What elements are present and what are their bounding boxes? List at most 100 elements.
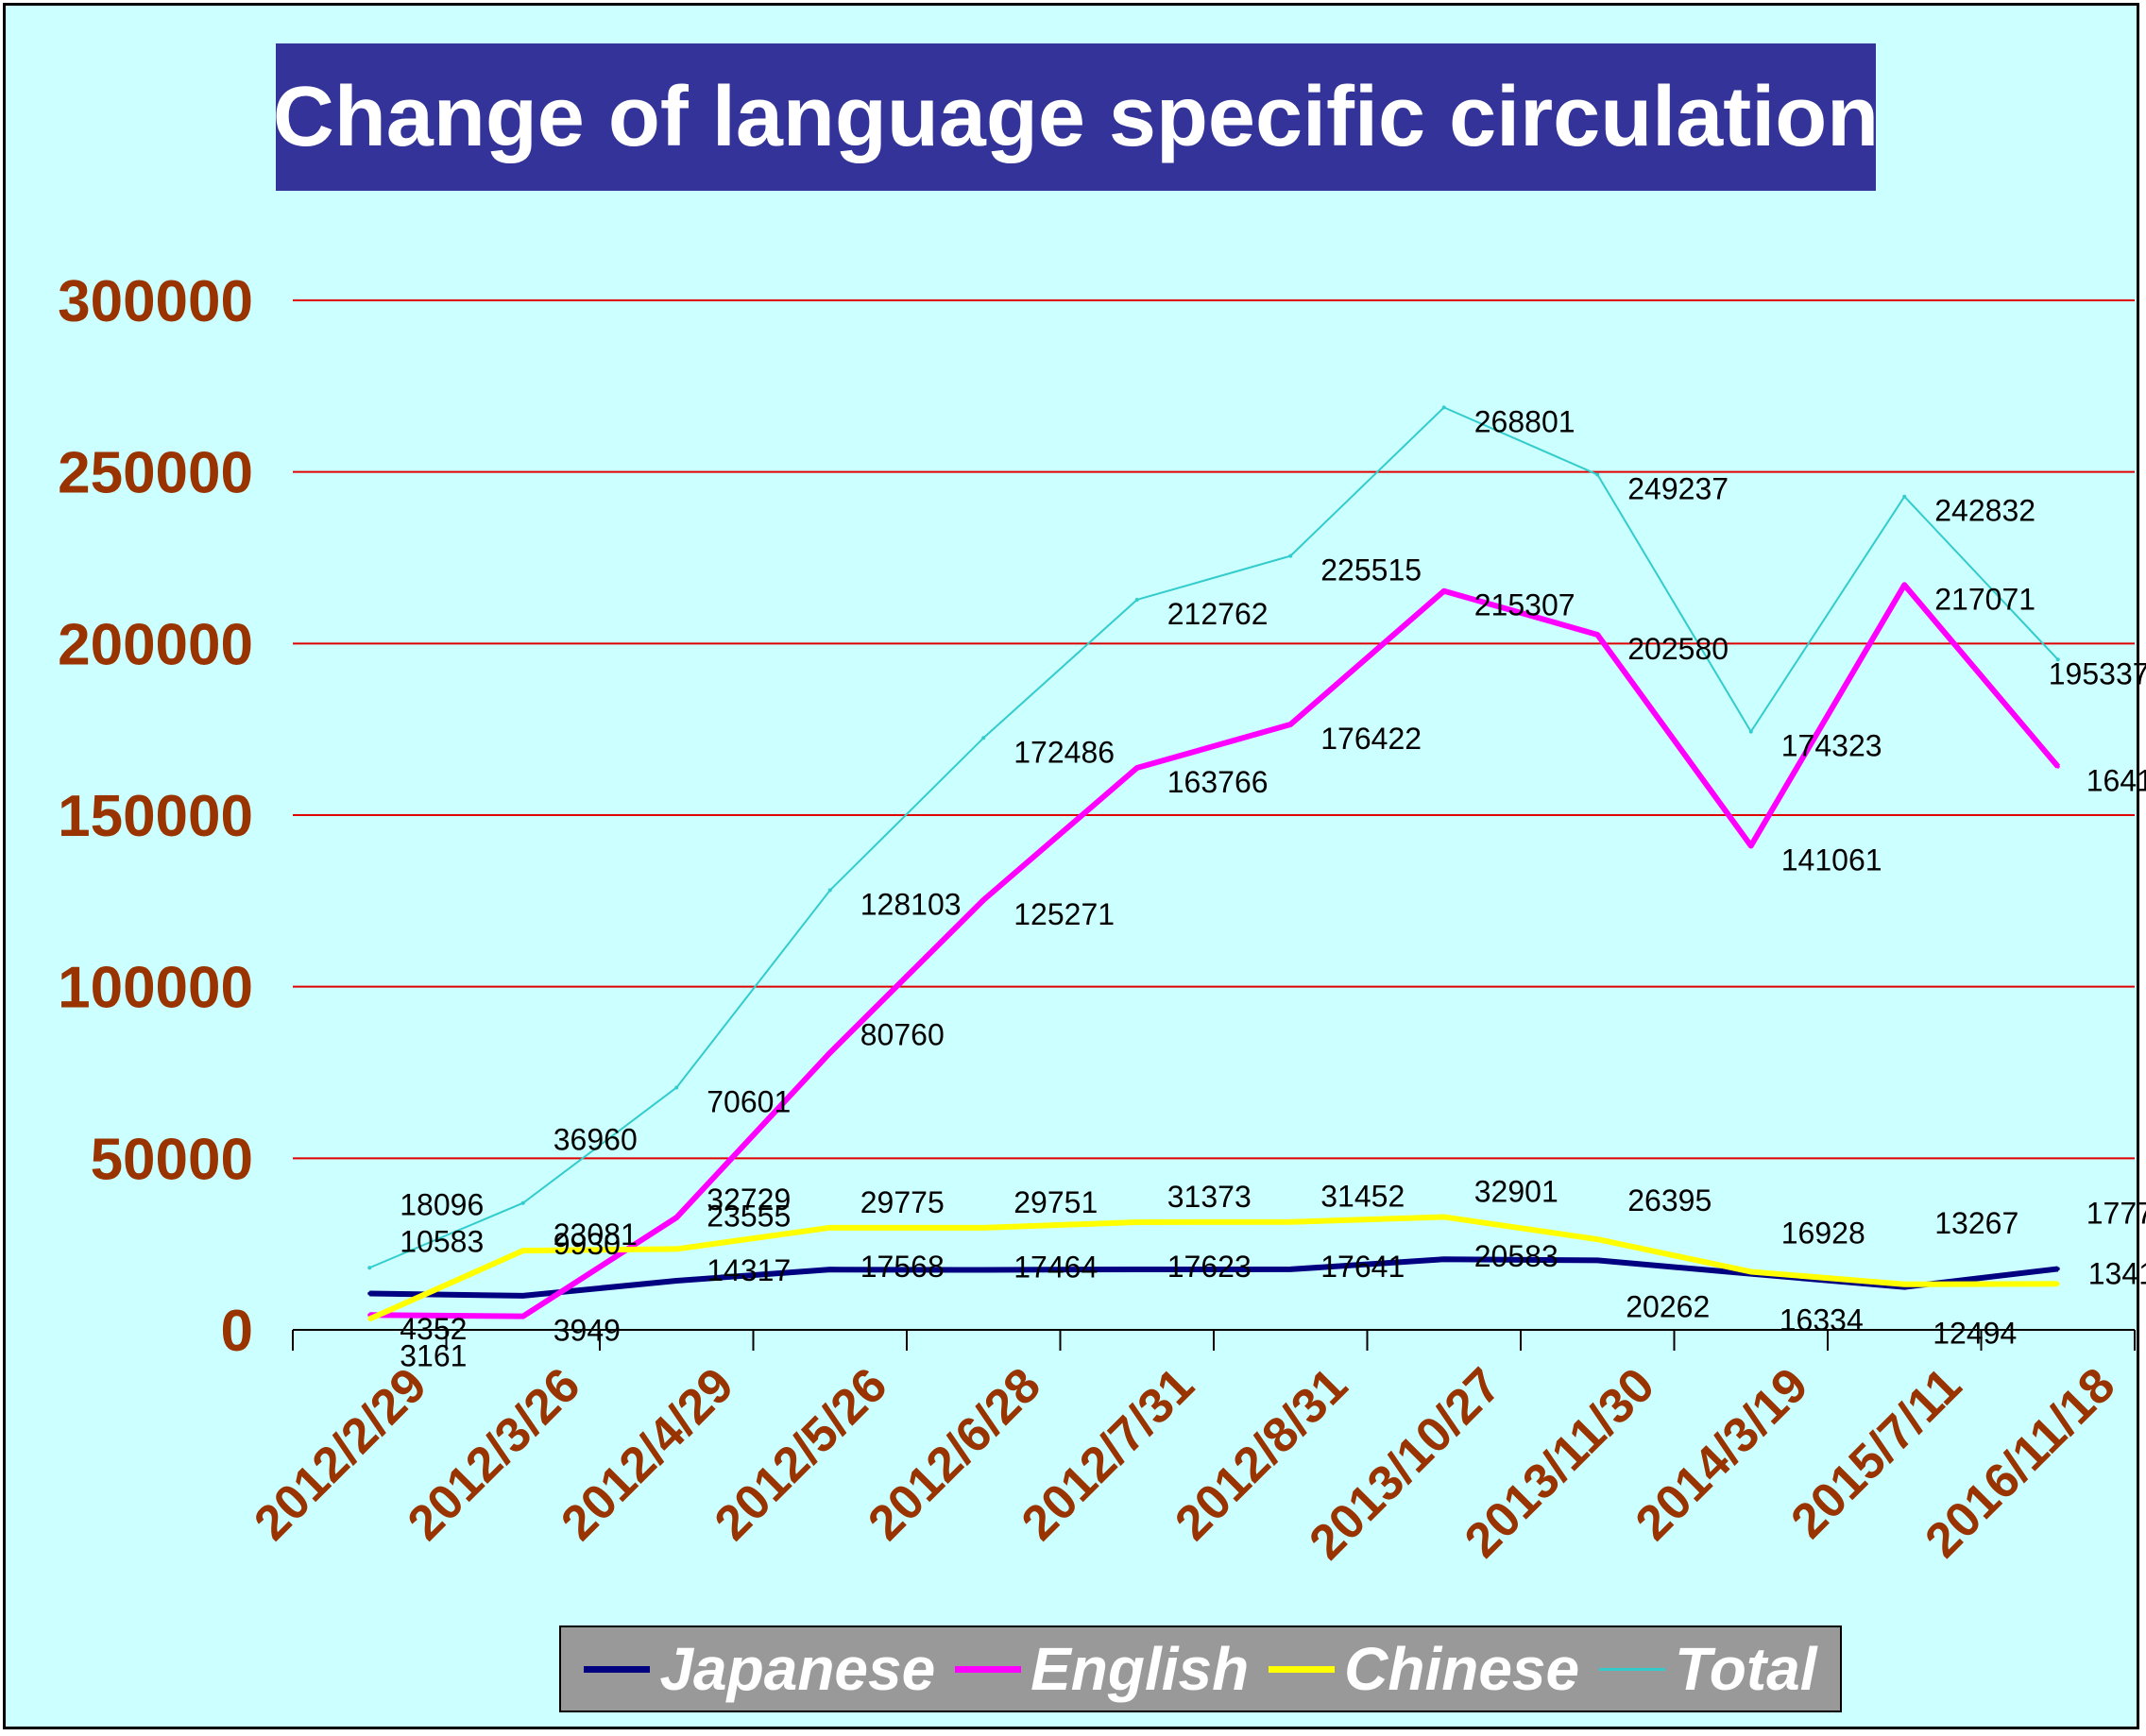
data-label-total: 212762 [1167,597,1269,631]
chart-frame [3,3,2139,1729]
data-label-english: 125271 [1013,897,1115,931]
data-point-japanese [520,1293,525,1298]
title-banner: Change of language specific circulation [273,43,1879,191]
y-tick-label: 200000 [58,612,253,677]
data-label-total: 128103 [860,888,962,922]
data-label-chinese: 23555 [707,1199,791,1233]
data-label-japanese: 9930 [554,1227,621,1261]
legend-item-chinese: Chinese [1269,1634,1579,1704]
data-point-total [674,1085,679,1090]
data-point-chinese [1134,1220,1139,1225]
data-label-total: 249237 [1627,471,1729,505]
data-label-english: 163766 [1167,765,1269,799]
data-point-japanese [1441,1257,1446,1262]
data-label-english: 217071 [1934,582,2035,616]
data-label-total: 172486 [1013,735,1115,769]
legend-swatch-total [1599,1667,1666,1671]
y-tick-label: 100000 [58,956,253,1021]
data-label-chinese: 13416 [2088,1256,2146,1290]
data-point-chinese [520,1249,525,1253]
legend-swatch-english [955,1665,1022,1673]
data-point-english [1748,843,1753,848]
data-label-total: 268801 [1474,404,1575,438]
data-label-english: 80760 [860,1018,945,1052]
series-line-english [369,582,2061,1319]
series-lines [367,405,2061,1322]
data-label-chinese: 23081 [554,1217,638,1251]
data-label-chinese: 29751 [1013,1185,1098,1219]
data-label-total: 225515 [1320,553,1422,587]
data-label-japanese: 14317 [707,1253,791,1287]
data-label-chinese: 31373 [1167,1180,1252,1214]
data-label-chinese: 29775 [860,1185,945,1219]
data-label-english: 215307 [1474,588,1575,622]
data-label-japanese: 17641 [1320,1250,1405,1284]
y-tick-label: 250000 [58,441,253,506]
legend-item-total: Total [1599,1634,1817,1704]
y-tick-label: 0 [221,1299,253,1364]
data-label-japanese: 10583 [400,1225,484,1259]
data-point-total [2055,657,2060,662]
data-point-total [1902,494,1907,499]
series-line-total [368,406,2059,1269]
data-point-japanese [1134,1267,1139,1271]
data-label-chinese: 26395 [1627,1183,1712,1217]
series-line-chinese [368,1214,2058,1322]
data-point-chinese [674,1247,679,1251]
legend: Japanese English Chinese Total [559,1625,1842,1712]
data-point-total [1595,472,1600,477]
data-point-english [2055,764,2060,769]
data-point-chinese [1288,1219,1293,1224]
data-point-japanese [674,1278,679,1283]
data-label-japanese: 20583 [1474,1239,1558,1273]
grid-lines [293,299,2135,1160]
data-point-japanese [981,1268,986,1272]
x-tick-labels: 2012/2/292012/3/262012/4/292012/5/262012… [244,1357,2125,1570]
data-label-japanese: 17568 [860,1250,945,1284]
data-point-english [1288,723,1293,727]
data-point-total [1441,405,1446,410]
data-point-chinese [1441,1215,1446,1219]
data-label-total: 18096 [400,1187,484,1221]
data-label-total: 195337 [2049,656,2146,690]
data-label-japanese: 17464 [1013,1251,1098,1285]
data-label-english: 3949 [554,1314,621,1348]
data-label-japanese: 20262 [1626,1289,1710,1323]
data-point-total [1134,597,1139,602]
data-point-english [1134,765,1139,770]
data-label-chinese: 32901 [1474,1174,1558,1208]
data-point-japanese [1595,1258,1600,1263]
data-label-english: 176422 [1320,722,1422,756]
data-point-chinese [981,1225,986,1230]
data-label-japanese: 12494 [1933,1317,2017,1351]
legend-label-japanese: Japanese [659,1635,936,1703]
data-point-chinese [1748,1269,1753,1274]
legend-item-japanese: Japanese [584,1634,935,1704]
data-point-japanese [827,1268,832,1272]
data-point-english [520,1314,525,1319]
data-point-chinese [1595,1237,1600,1242]
data-label-english: 202580 [1627,632,1729,666]
data-label-total: 70601 [707,1084,791,1118]
data-label-total: 174323 [1781,729,1882,763]
legend-swatch-japanese [584,1665,651,1673]
data-label-total: 242832 [1934,494,2035,528]
data-point-total [1748,729,1753,734]
data-point-total [981,736,986,740]
data-label-japanese: 16334 [1780,1303,1864,1337]
y-tick-label: 50000 [91,1127,253,1192]
data-label-chinese: 13267 [1934,1206,2018,1240]
data-label-english: 4352 [400,1312,467,1346]
y-tick-labels: 0 50000 100000 150000 200000 250000 300000 [58,269,253,1364]
data-label-chinese: 31452 [1320,1180,1405,1214]
legend-item-english: English [955,1634,1249,1704]
data-point-total [367,1266,372,1270]
data-point-japanese [367,1291,372,1296]
y-tick-label: 150000 [58,784,253,849]
data-point-english [827,1050,832,1055]
data-point-chinese [1902,1282,1907,1286]
data-label-japanese: 17623 [1167,1250,1252,1284]
data-point-total [1288,553,1293,558]
data-point-japanese [1288,1267,1293,1271]
